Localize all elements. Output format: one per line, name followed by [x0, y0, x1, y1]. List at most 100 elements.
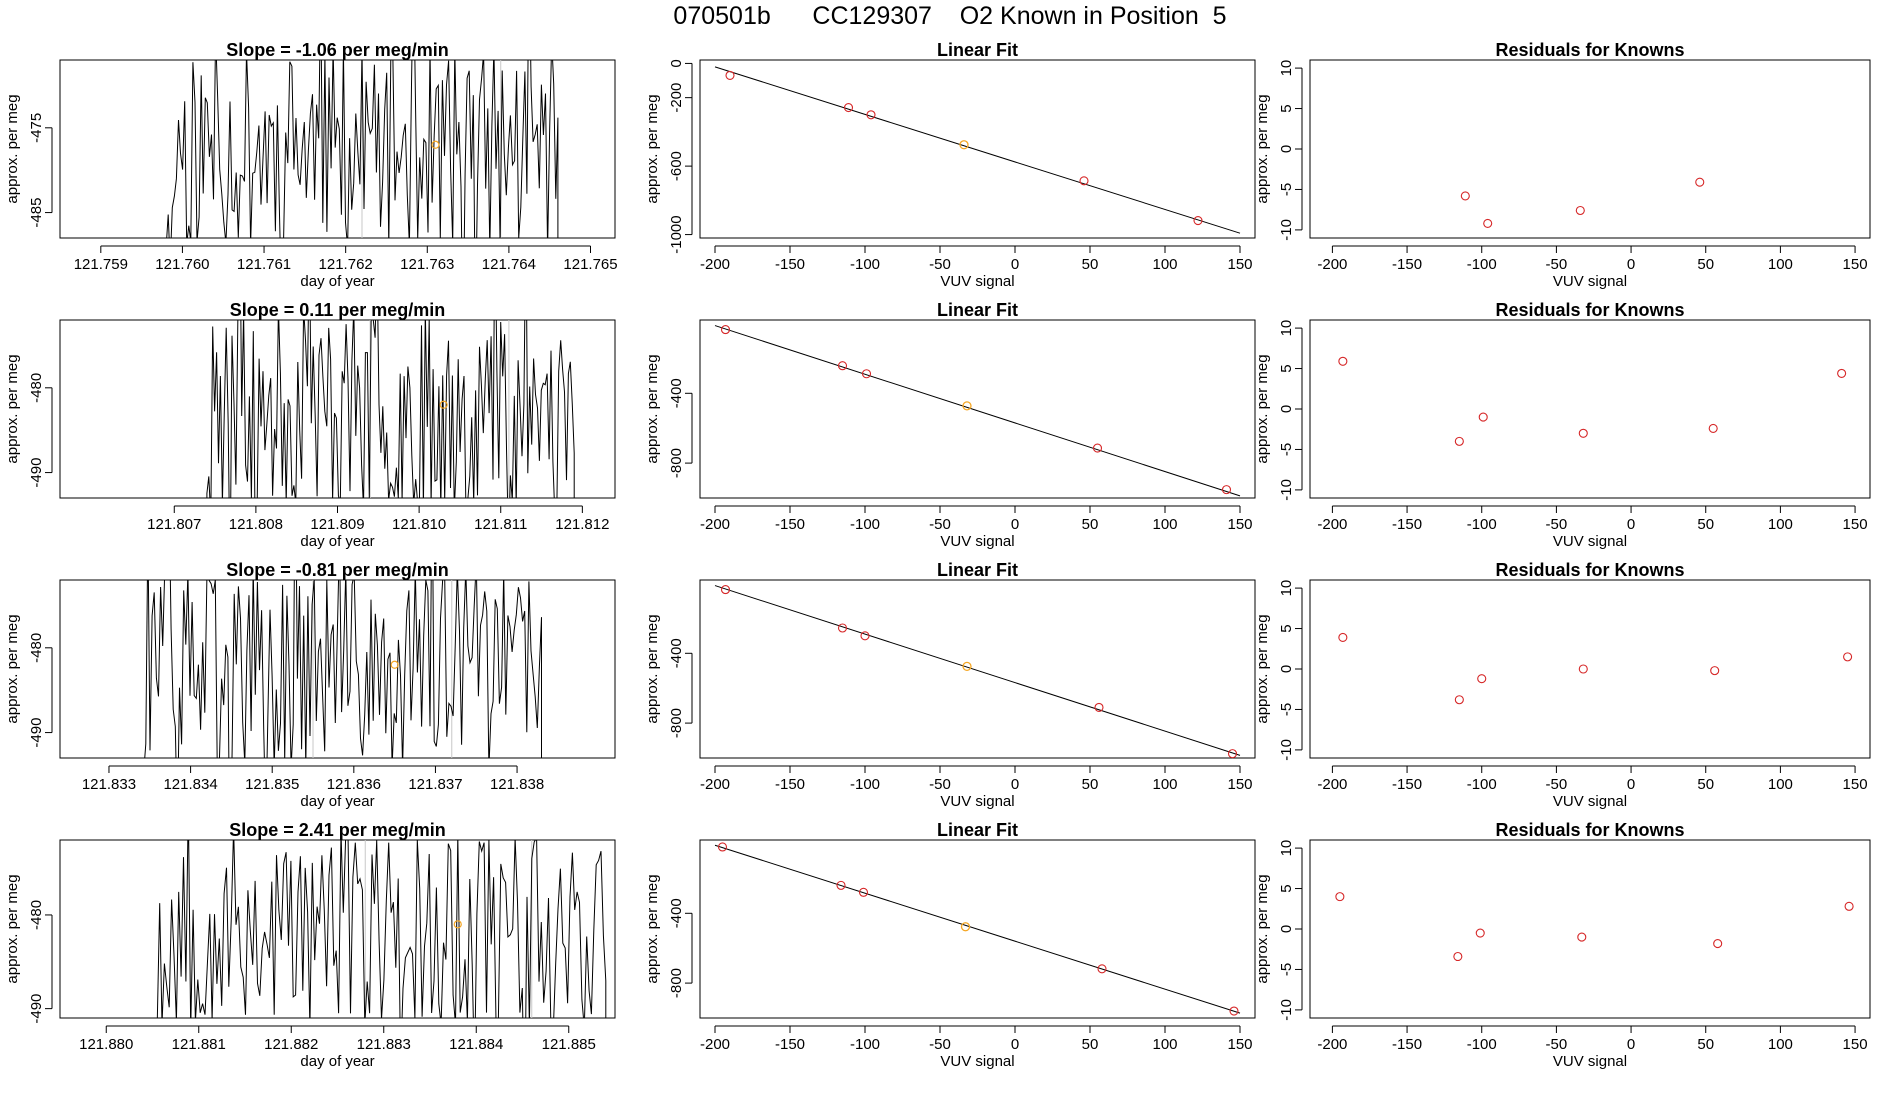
- chart-title: Slope = 0.11 per meg/min: [230, 300, 446, 320]
- known-point: [720, 585, 731, 595]
- x-tick-label: 100: [1152, 256, 1177, 273]
- known-point: [1193, 215, 1203, 226]
- y-tick-label: 0: [1278, 665, 1295, 673]
- x-tick-label: 121.833: [82, 776, 136, 793]
- y-tick-label: -10: [1278, 219, 1295, 241]
- x-tick-label: 0: [1627, 256, 1635, 273]
- known-point: [1695, 177, 1705, 187]
- chart-title: Residuals for Knowns: [1495, 560, 1684, 580]
- y-axis-label: approx. per meg: [644, 874, 661, 983]
- y-axis-label: approx. per meg: [4, 874, 21, 983]
- x-tick-label: 121.765: [563, 256, 617, 273]
- x-axis-label: day of year: [300, 1053, 374, 1070]
- sample-point: [962, 401, 972, 411]
- y-axis-label: approx. per meg: [644, 94, 661, 203]
- x-tick-label: -150: [775, 1036, 805, 1053]
- x-tick-label: 121.763: [400, 256, 454, 273]
- known-point: [836, 880, 846, 890]
- x-tick-label: 100: [1152, 1036, 1177, 1053]
- plot-frame: [59, 839, 616, 1019]
- y-tick-label: -800: [668, 968, 685, 998]
- known-point: [1708, 423, 1718, 433]
- x-tick-label: -100: [850, 1036, 880, 1053]
- y-tick-label: -5: [1278, 703, 1295, 716]
- x-tick-label: 150: [1843, 776, 1868, 793]
- plot-frame: [699, 579, 1256, 759]
- x-tick-label: -50: [929, 256, 951, 273]
- x-tick-label: 121.809: [310, 516, 364, 533]
- plot-frame: [1309, 319, 1871, 499]
- x-axis-label: day of year: [300, 273, 374, 290]
- y-tick-label: 5: [1278, 104, 1295, 112]
- x-tick-label: 121.834: [163, 776, 217, 793]
- y-axis-label: approx. per meg: [1254, 614, 1271, 723]
- x-tick-label: 121.808: [229, 516, 283, 533]
- y-tick-label: 10: [1278, 320, 1295, 337]
- y-axis-label: approx. per meg: [1254, 94, 1271, 203]
- x-tick-label: 121.884: [449, 1036, 503, 1053]
- known-point: [866, 110, 876, 120]
- x-tick-label: 150: [1843, 256, 1868, 273]
- x-tick-label: -150: [1392, 516, 1422, 533]
- known-point: [1338, 356, 1348, 366]
- known-point: [1483, 218, 1493, 228]
- known-point: [1454, 436, 1464, 446]
- x-tick-label: 50: [1697, 776, 1714, 793]
- x-tick-label: 121.882: [264, 1036, 318, 1053]
- x-tick-label: 121.881: [172, 1036, 226, 1053]
- plot-frame: [699, 839, 1256, 1019]
- y-tick-label: 0: [1278, 925, 1295, 933]
- x-tick-label: 100: [1768, 516, 1793, 533]
- x-tick-label: 121.812: [555, 516, 609, 533]
- page-title: 070501b CC129307 O2 Known in Position 5: [673, 2, 1227, 30]
- known-point: [1578, 664, 1588, 674]
- x-tick-label: -50: [1546, 256, 1568, 273]
- x-tick-label: -100: [1467, 256, 1497, 273]
- x-tick-label: 50: [1082, 516, 1099, 533]
- known-point: [1843, 652, 1853, 662]
- x-tick-label: 50: [1082, 256, 1099, 273]
- x-tick-label: 121.880: [79, 1036, 133, 1053]
- chart-panel-1-1: Linear Fit -200 -150 -100 -50 0 50 100 150 VUV si…: [644, 300, 1256, 550]
- known-point: [1454, 695, 1464, 705]
- y-tick-label: 10: [1278, 580, 1295, 597]
- sample-marker: [390, 660, 399, 669]
- x-tick-label: 121.810: [392, 516, 446, 533]
- known-point: [1475, 928, 1485, 938]
- x-tick-label: -200: [1317, 256, 1347, 273]
- x-tick-label: -50: [1546, 516, 1568, 533]
- y-axis-label: approx. per meg: [4, 614, 21, 723]
- known-point: [1713, 939, 1723, 949]
- y-tick-label: -400: [668, 378, 685, 408]
- y-tick-label: -10: [1278, 999, 1295, 1021]
- x-tick-label: -100: [1467, 1036, 1497, 1053]
- y-tick-label: -5: [1278, 183, 1295, 196]
- chart-panel-0-0: Slope = -1.06 per meg/min 121.759 121.760 1…: [4, 40, 618, 290]
- known-point: [860, 631, 870, 641]
- x-tick-label: 150: [1843, 1036, 1868, 1053]
- plot-frame: [1309, 59, 1871, 239]
- sample-marker: [453, 920, 462, 929]
- chart-panel-3-2: Residuals for Knowns-200 -150 -100 -50 0 50 10…: [1254, 820, 1871, 1070]
- known-point: [725, 70, 735, 80]
- x-axis-label: VUV signal: [1553, 533, 1627, 550]
- y-tick-label: -600: [668, 151, 685, 181]
- y-axis-label: approx. per meg: [644, 354, 661, 463]
- x-tick-label: 0: [1011, 256, 1019, 273]
- fit-line: [714, 66, 1241, 234]
- x-tick-label: 121.761: [237, 256, 291, 273]
- x-tick-label: 100: [1768, 776, 1793, 793]
- x-tick-label: 150: [1843, 516, 1868, 533]
- y-tick-label: -400: [668, 898, 685, 928]
- y-tick-label: -400: [668, 638, 685, 668]
- known-point: [1092, 443, 1103, 453]
- sample-point: [962, 661, 972, 672]
- x-tick-label: -150: [775, 256, 805, 273]
- signal-trace: [156, 840, 607, 1018]
- x-tick-label: -150: [1392, 776, 1422, 793]
- chart-title: Slope = 2.41 per meg/min: [229, 820, 446, 840]
- x-tick-label: 121.837: [408, 776, 462, 793]
- sample-marker: [439, 400, 448, 409]
- y-tick-label: 0: [1278, 145, 1295, 153]
